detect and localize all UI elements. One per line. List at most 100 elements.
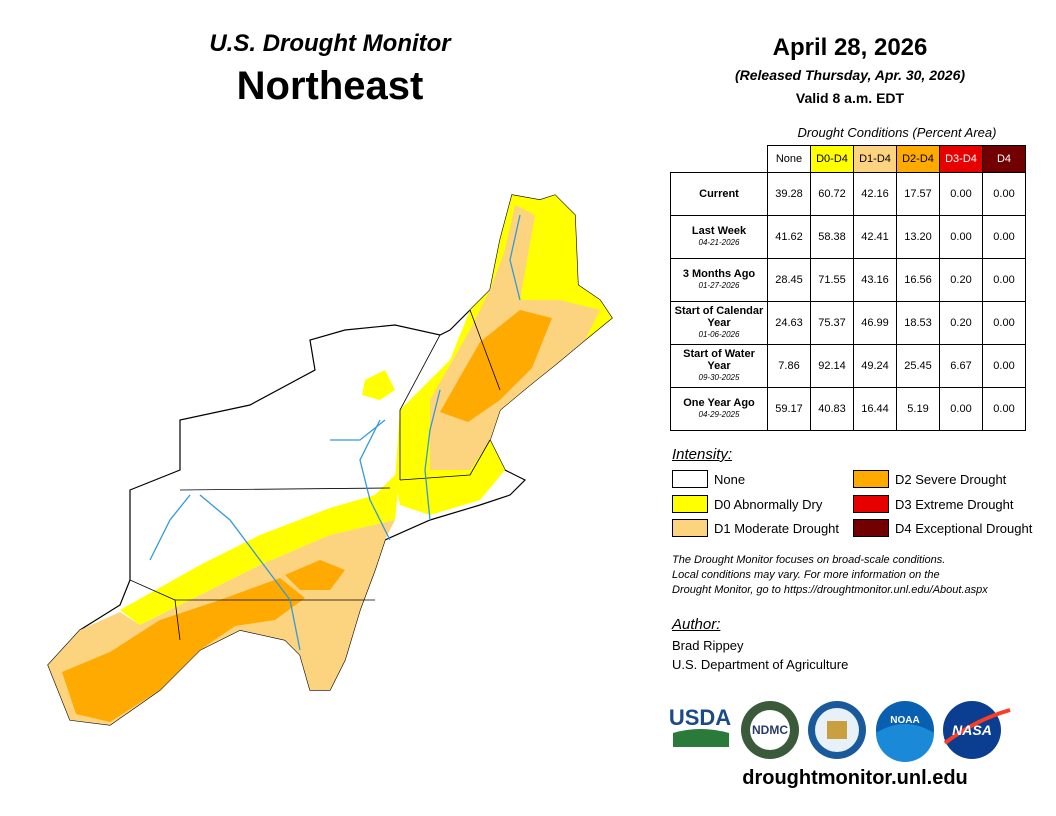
legend-label: D0 Abnormally Dry [714, 496, 823, 512]
table-row: Last Week 04-21-2026 41.62 58.38 42.41 13.20 0… [670, 215, 1026, 259]
river [424, 389, 441, 521]
river [359, 419, 391, 541]
cell: 24.63 [767, 301, 811, 345]
logo-text: NASA [952, 722, 992, 738]
cell: 13.20 [896, 215, 940, 259]
cell: 28.45 [767, 258, 811, 302]
cell: 60.72 [810, 172, 854, 216]
logo-usda: USDA [669, 705, 731, 747]
table-row: Start of Calendar Year 01-06-2026 24.63 75.… [670, 301, 1026, 345]
legend-item: None [672, 470, 745, 488]
cell: 0.00 [982, 344, 1026, 388]
region-d0-band [120, 470, 400, 625]
cell: 49.24 [853, 344, 897, 388]
author-heading: Author: [672, 616, 721, 633]
legend-swatch [672, 519, 708, 537]
logo-noaa: NOAA [876, 701, 934, 762]
cell: 16.44 [853, 387, 897, 431]
rivers [149, 214, 521, 651]
legend-item: D2 Severe Drought [853, 470, 1006, 488]
logo-nasa: NASA [943, 701, 1011, 759]
row-date: 04-21-2026 [698, 238, 740, 247]
cell: 0.00 [982, 301, 1026, 345]
logos: USDA NDMC NOAA NASA [669, 701, 1011, 762]
cell: 0.00 [982, 387, 1026, 431]
legend-item: D1 Moderate Drought [672, 519, 839, 537]
column-header: D3-D4 [939, 145, 983, 173]
legend-swatch [853, 470, 889, 488]
note-line: The Drought Monitor focuses on broad-sca… [672, 554, 946, 566]
title: U.S. Drought Monitor [209, 30, 451, 57]
cell: 0.00 [939, 215, 983, 259]
river [199, 494, 301, 651]
row-label-text: Current [699, 188, 739, 200]
legend-swatch [853, 495, 889, 513]
legend-item: D0 Abnormally Dry [672, 495, 822, 513]
legend-item: D3 Extreme Drought [853, 495, 1014, 513]
date: April 28, 2026 [772, 34, 928, 61]
logo-ndmc: NDMC [741, 701, 799, 759]
table-row: Start of Water Year 09-30-2025 7.86 92.14 49… [670, 344, 1026, 388]
border [399, 439, 491, 481]
border [469, 309, 501, 391]
logo-doc [808, 701, 866, 759]
cell: 25.45 [896, 344, 940, 388]
blank-cell [671, 146, 768, 173]
stats-table: None D0-D4 D1-D4 D2-D4 D3-D4 D4 Current 39.28 60… [670, 145, 1026, 431]
row-label-text: Start of Calendar Year [674, 305, 764, 329]
border [399, 334, 441, 480]
cell: 0.00 [982, 215, 1026, 259]
row-label-text: Start of Water Year [683, 348, 755, 372]
cell: 59.17 [767, 387, 811, 431]
river [330, 419, 386, 441]
row-label: Start of Calendar Year 01-06-2026 [670, 301, 768, 345]
cell: 71.55 [810, 258, 854, 302]
row-label: Last Week 04-21-2026 [670, 215, 768, 259]
row-date: 04-29-2025 [698, 410, 740, 419]
cell: 43.16 [853, 258, 897, 302]
column-header: D4 [982, 145, 1026, 173]
legend-label: D4 Exceptional Drought [895, 520, 1033, 536]
column-header: None [767, 145, 811, 173]
row-date: 01-27-2026 [698, 281, 740, 290]
table-row: 3 Months Ago 01-27-2026 28.45 71.55 43.16 16.… [670, 258, 1026, 302]
row-date: 09-30-2025 [698, 373, 740, 382]
cell: 42.41 [853, 215, 897, 259]
row-label-text: 3 Months Ago [682, 268, 756, 280]
released: (Released Thursday, Apr. 30, 2026) [734, 67, 966, 83]
table-row: Current 39.28 60.72 42.16 17.57 0.00 0.00 [670, 172, 1026, 216]
row-label: One Year Ago 04-29-2025 [670, 387, 768, 431]
legend-item: D4 Exceptional Drought [853, 519, 1032, 537]
legend-swatch [672, 470, 708, 488]
cell: 0.00 [939, 387, 983, 431]
row-label: Start of Water Year 09-30-2025 [670, 344, 768, 388]
legend-label: D3 Extreme Drought [895, 496, 1014, 512]
author-name: Brad Rippey [672, 638, 744, 653]
cell: 42.16 [853, 172, 897, 216]
cell: 75.37 [810, 301, 854, 345]
cell: 16.56 [896, 258, 940, 302]
legend-label: D1 Moderate Drought [714, 520, 840, 536]
river [509, 214, 521, 301]
table-row: One Year Ago 04-29-2025 59.17 40.83 16.44 5.1… [670, 387, 1026, 431]
column-header: D0-D4 [810, 145, 854, 173]
cell: 0.00 [982, 258, 1026, 302]
cell: 0.20 [939, 301, 983, 345]
row-label: Current [670, 172, 768, 216]
region-d0-ny [362, 370, 395, 400]
cell: 18.53 [896, 301, 940, 345]
footer-url: droughtmonitor.unl.edu [742, 767, 968, 789]
logo-text: NDMC [752, 723, 788, 737]
cell: 40.83 [810, 387, 854, 431]
cell: 92.14 [810, 344, 854, 388]
column-header: D1-D4 [853, 145, 897, 173]
legend-label: D2 Severe Drought [895, 471, 1007, 487]
river [149, 494, 191, 561]
cell: 7.86 [767, 344, 811, 388]
region-d2-ne [440, 310, 552, 422]
header-row: None D0-D4 D1-D4 D2-D4 D3-D4 D4 [671, 145, 1026, 173]
cell: 58.38 [810, 215, 854, 259]
cell: 46.99 [853, 301, 897, 345]
author-org: U.S. Department of Agriculture [672, 657, 849, 672]
